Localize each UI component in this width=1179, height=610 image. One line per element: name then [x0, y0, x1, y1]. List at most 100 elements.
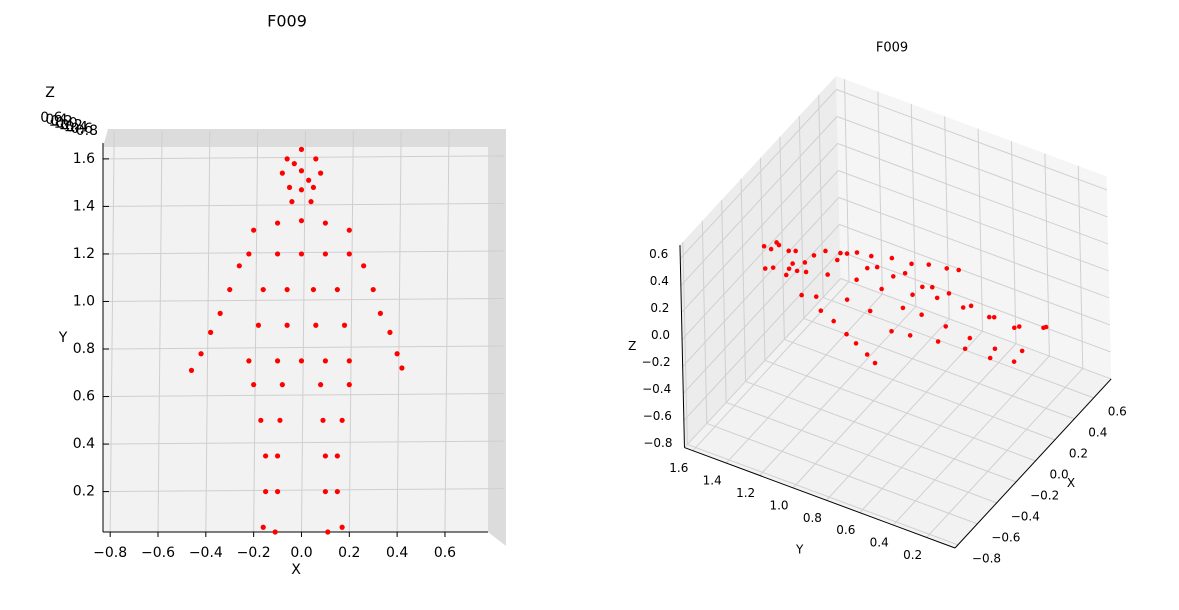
point: [227, 286, 233, 293]
grid-line: [779, 136, 785, 340]
point: [370, 286, 376, 293]
grid-line: [102, 440, 505, 445]
point: [838, 250, 843, 256]
z-axis-label: Z: [45, 85, 55, 101]
x-axis-label: X: [291, 562, 301, 578]
point: [799, 292, 804, 298]
grid-line: [826, 330, 983, 501]
point: [854, 250, 860, 255]
point: [310, 184, 317, 191]
z-tick-label: −0.4: [642, 382, 671, 396]
z-tick-label: −0.2: [642, 355, 671, 369]
point: [794, 268, 800, 274]
z-tick-label: −0.8: [643, 436, 672, 450]
y-tick-label: 0.4: [870, 536, 889, 550]
chart-title: F009: [267, 12, 307, 31]
point: [346, 251, 352, 257]
y-axis-label: Y: [58, 330, 68, 346]
x-tick-label: −0.4: [1011, 509, 1040, 523]
point: [298, 146, 305, 152]
point: [844, 251, 850, 256]
point: [790, 261, 795, 266]
point: [361, 263, 367, 269]
grid-line: [977, 128, 984, 332]
point: [258, 417, 264, 423]
point: [274, 220, 281, 226]
point: [255, 322, 262, 328]
point: [334, 488, 340, 495]
x-tick-label: −0.6: [141, 545, 175, 561]
grid-line: [838, 170, 1109, 272]
point: [320, 417, 326, 423]
point: [902, 270, 908, 276]
point: [946, 291, 952, 296]
point: [890, 274, 896, 279]
grid-line: [1044, 153, 1050, 357]
grid-line: [102, 202, 505, 207]
point: [934, 295, 940, 301]
point: [306, 177, 312, 183]
y-tick-label: 1.6: [73, 151, 95, 167]
point: [802, 260, 808, 265]
point: [272, 529, 278, 535]
floor-pane: [684, 278, 1112, 548]
grid-line: [838, 197, 1110, 299]
point: [377, 310, 383, 316]
x-tick-label: −0.6: [991, 530, 1020, 544]
grid-line: [818, 94, 824, 298]
point: [834, 257, 840, 263]
y-tick-label: 1.0: [73, 293, 95, 309]
point: [854, 277, 859, 283]
grid-line: [682, 197, 840, 367]
grid-line: [798, 115, 805, 319]
x-tick-label: 0.6: [434, 545, 456, 561]
grid-line: [102, 155, 505, 160]
point: [217, 310, 223, 316]
y-tick-label: 1.2: [73, 246, 95, 262]
point: [831, 318, 836, 324]
point: [322, 251, 328, 257]
point: [992, 346, 998, 352]
y-tick-label: 1.2: [736, 486, 755, 500]
point: [325, 529, 331, 535]
y-tick-label: 0.8: [803, 511, 822, 525]
grid-line: [683, 251, 841, 421]
grid-line: [836, 89, 1108, 191]
grid-line: [681, 170, 839, 340]
point: [929, 284, 935, 290]
grid-line: [803, 317, 1075, 420]
point: [926, 262, 932, 267]
grid-line: [944, 116, 950, 319]
y-tick-label: 1.4: [73, 198, 95, 214]
grid-line: [205, 130, 211, 533]
z-tick-label: 0.0: [651, 328, 670, 342]
grid-line: [396, 130, 402, 533]
point: [313, 322, 319, 328]
point: [919, 312, 924, 318]
grid-line: [926, 368, 1084, 538]
point: [907, 333, 913, 338]
point: [762, 266, 768, 271]
y-tick-label: 0.6: [73, 389, 95, 405]
grid-line: [300, 130, 306, 533]
x-tick-label: 0.0: [1050, 467, 1069, 481]
grid-line: [892, 355, 1050, 526]
point: [867, 308, 873, 314]
point: [967, 335, 973, 341]
x-tick-label: −0.8: [972, 551, 1001, 565]
grid-line: [682, 224, 840, 394]
point: [761, 243, 767, 249]
grid-line: [822, 296, 1094, 399]
point: [889, 255, 895, 261]
axis-line: [679, 245, 685, 448]
point: [274, 358, 281, 364]
grid-line: [784, 338, 1056, 441]
x-tick-label: 0.4: [1088, 425, 1107, 439]
grid-line: [679, 89, 837, 259]
grid-line: [109, 130, 115, 533]
wall-pane: [836, 76, 1112, 379]
point: [803, 269, 809, 275]
point: [783, 272, 789, 278]
point: [786, 266, 792, 272]
grid-line: [837, 143, 1109, 245]
